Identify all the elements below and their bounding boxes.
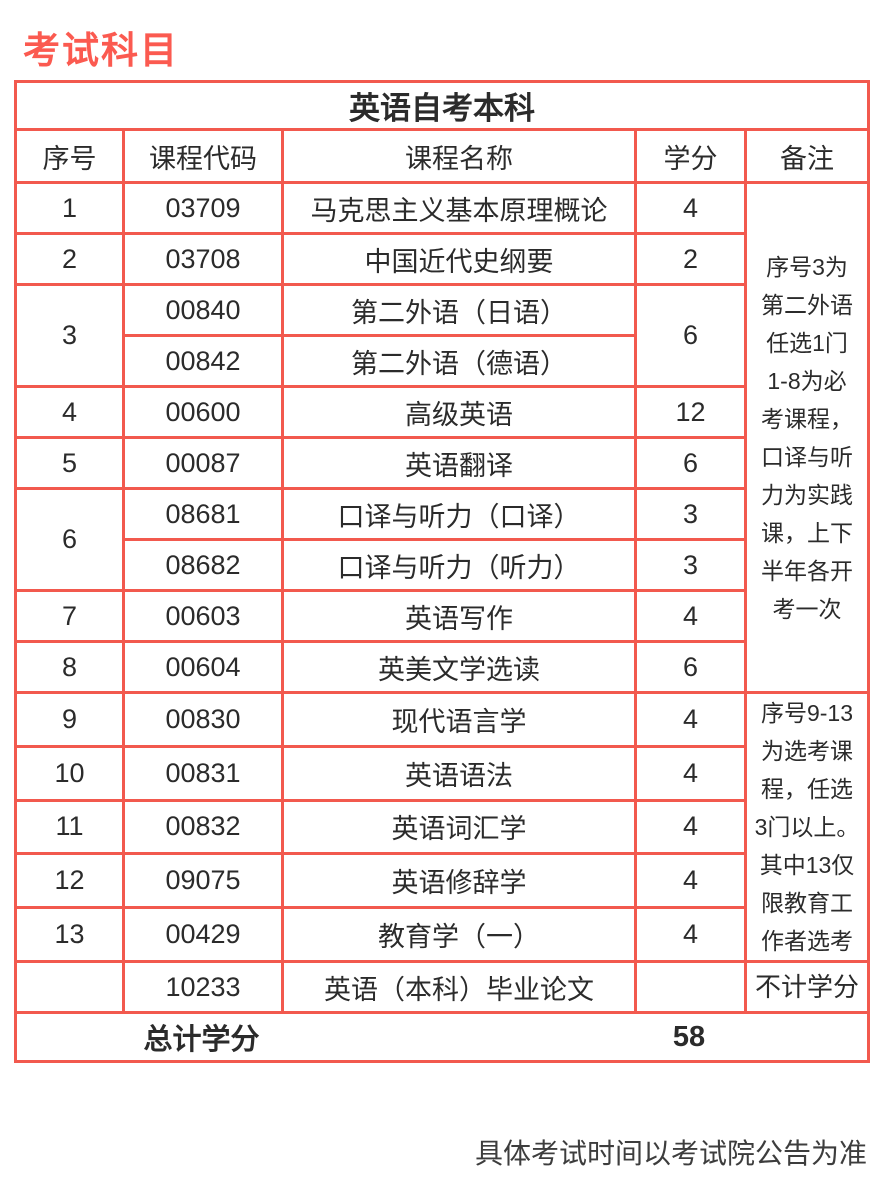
cell-code: 08682: [122, 538, 284, 592]
cell-code: 00830: [122, 691, 284, 748]
cell-credits: [634, 960, 747, 1014]
cell-code: 00842: [122, 334, 284, 388]
cell-no: 7: [14, 589, 125, 643]
col-header-remark: 备注: [743, 128, 871, 184]
remark-rows-9-13: 序号9-13 为选考课 程，任选 3门以上。 其中13仅 限教育工 作者选考: [743, 691, 871, 963]
footer-note: 具体考试时间以考试院公告为准: [474, 1138, 867, 1169]
cell-no: 5: [14, 436, 125, 490]
cell-no: 9: [14, 691, 125, 748]
cell-no: 8: [14, 640, 125, 694]
table-row: 13 00429 教育学（一） 4: [14, 906, 869, 963]
cell-credits: 4: [634, 589, 747, 643]
cell-name: 英语写作: [281, 589, 637, 643]
table-row: 10233 英语（本科）毕业论文 不计学分: [14, 960, 871, 1014]
table-title-row: 英语自考本科: [13, 80, 871, 131]
remark-no-credit: 不计学分: [743, 960, 871, 1014]
cell-name: 高级英语: [281, 385, 637, 439]
cell-credits: 6: [634, 436, 747, 490]
cell-code: 00600: [122, 385, 284, 439]
remark-rows-1-8: 序号3为 第二外语 任选1门 1-8为必 考课程， 口译与听 力为实践 课，上下…: [743, 181, 871, 694]
col-header-credits: 学分: [634, 128, 747, 184]
cell-name: 英语翻译: [281, 436, 637, 490]
total-value: 58: [672, 1020, 706, 1053]
cell-no: 1: [14, 181, 125, 235]
cell-no: 6: [14, 487, 125, 592]
table-title: 英语自考本科: [13, 80, 871, 131]
col-header-code: 课程代码: [122, 128, 284, 184]
table-row: 7 00603 英语写作 4: [14, 589, 869, 643]
cell-code: 03708: [122, 232, 284, 286]
cell-credits: 4: [634, 181, 747, 235]
cell-no: 4: [14, 385, 125, 439]
page-title: 考试科目: [23, 30, 179, 71]
table-row: 10 00831 英语语法 4: [14, 744, 869, 802]
total-cell: 总计学分 58: [13, 1011, 871, 1063]
cell-credits: 3: [634, 487, 747, 541]
cell-no: 13: [14, 906, 125, 963]
cell-code: 00087: [122, 436, 284, 490]
cell-credits: 4: [634, 744, 747, 802]
table-row: 08682 口译与听力（听力） 3: [16, 538, 869, 592]
cell-name: 英语修辞学: [281, 852, 637, 910]
cell-no: [14, 960, 125, 1014]
cell-credits: 12: [634, 385, 747, 439]
cell-no: 12: [14, 852, 125, 910]
table-row: 00842 第二外语（德语）: [16, 334, 869, 388]
cell-credits: 6: [634, 640, 747, 694]
cell-no: 11: [14, 798, 125, 856]
cell-code: 00840: [122, 283, 284, 337]
cell-name: 马克思主义基本原理概论: [281, 181, 637, 235]
cell-code: 10233: [122, 960, 284, 1014]
cell-name: 第二外语（日语）: [281, 283, 637, 337]
table-header-row: 序号 课程代码 课程名称 学分 备注: [14, 128, 871, 184]
cell-code: 03709: [122, 181, 284, 235]
table-row: 3 00840 第二外语（日语） 6: [14, 283, 869, 388]
cell-credits: 4: [634, 852, 747, 910]
total-row: 总计学分 58: [13, 1011, 871, 1063]
cell-name: 第二外语（德语）: [281, 334, 637, 388]
cell-credits: 4: [634, 906, 747, 963]
cell-code: 00831: [122, 744, 284, 802]
cell-credits: 2: [634, 232, 747, 286]
cell-name: 英语（本科）毕业论文: [281, 960, 637, 1014]
cell-no: 2: [14, 232, 125, 286]
cell-name: 英语词汇学: [281, 798, 637, 856]
cell-code: 00429: [122, 906, 284, 963]
col-header-name: 课程名称: [281, 128, 637, 184]
col-header-no: 序号: [14, 128, 125, 184]
cell-name: 口译与听力（听力）: [281, 538, 637, 592]
table-row: 11 00832 英语词汇学 4: [14, 798, 869, 856]
table-row: 12 09075 英语修辞学 4: [14, 852, 869, 910]
cell-name: 教育学（一）: [281, 906, 637, 963]
cell-code: 00832: [122, 798, 284, 856]
cell-no: 10: [14, 744, 125, 802]
cell-name: 口译与听力（口译）: [281, 487, 637, 541]
table-row: 5 00087 英语翻译 6: [14, 436, 869, 490]
total-label: 总计学分: [143, 1024, 260, 1056]
table-row: 2 03708 中国近代史纲要 2: [14, 232, 869, 286]
cell-credits: 3: [634, 538, 747, 592]
cell-name: 英语语法: [281, 744, 637, 802]
course-table: 英语自考本科 序号 课程代码 课程名称 学分 备注 1 03709 马克思主义基…: [13, 80, 871, 1063]
table-row: 4 00600 高级英语 12: [14, 385, 869, 439]
cell-credits: 4: [634, 691, 747, 748]
cell-code: 08681: [122, 487, 284, 541]
cell-name: 现代语言学: [281, 691, 637, 748]
cell-code: 00603: [122, 589, 284, 643]
table-row: 6 08681 口译与听力（口译） 3: [14, 487, 869, 592]
cell-code: 09075: [122, 852, 284, 910]
cell-name: 英美文学选读: [281, 640, 637, 694]
cell-no: 3: [14, 283, 125, 388]
cell-credits: 6: [634, 283, 747, 388]
cell-name: 中国近代史纲要: [281, 232, 637, 286]
table-row: 8 00604 英美文学选读 6: [14, 640, 869, 694]
table-row: 1 03709 马克思主义基本原理概论 4 序号3为 第二外语 任选1门 1-8…: [14, 181, 871, 694]
table-row: 9 00830 现代语言学 4 序号9-13 为选考课 程，任选 3门以上。 其…: [14, 691, 871, 963]
cell-code: 00604: [122, 640, 284, 694]
cell-credits: 4: [634, 798, 747, 856]
